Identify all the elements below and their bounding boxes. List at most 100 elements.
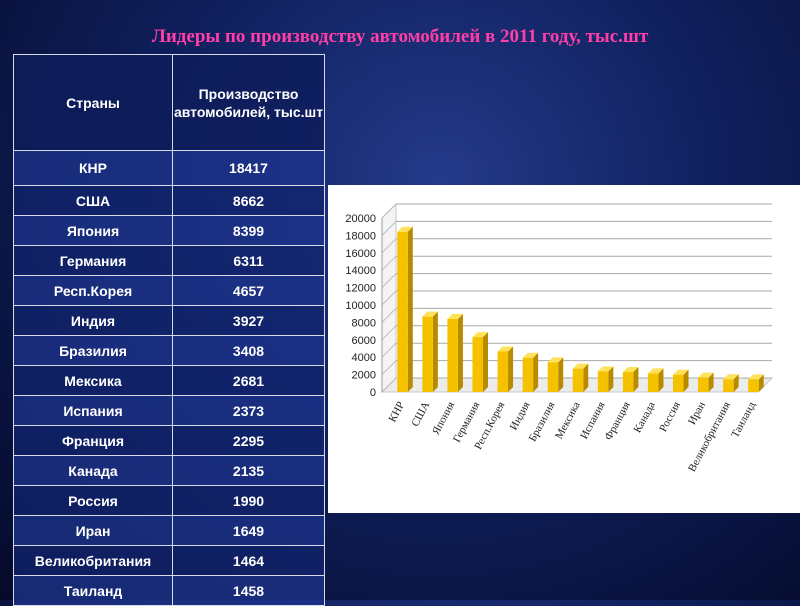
- table-cell-country: США: [13, 185, 173, 216]
- bar-top: [748, 374, 764, 380]
- y-tick-label: 18000: [345, 230, 376, 242]
- table-cell-country: Иран: [13, 515, 173, 546]
- bar-top: [547, 357, 564, 363]
- gridline-diagonal: [381, 377, 397, 393]
- bar: [572, 368, 584, 392]
- bar: [522, 357, 534, 392]
- table-row: Япония 8399: [13, 215, 325, 246]
- bar-top: [447, 313, 463, 319]
- table-row: Германия 6311: [13, 245, 325, 276]
- bar-top: [622, 367, 639, 373]
- bar: [397, 231, 408, 392]
- table-header-production: Производство автомобилей, тыс.шт: [172, 54, 325, 151]
- bar-side: [432, 311, 438, 392]
- table-cell-country: Таиланд: [13, 575, 173, 606]
- y-tick-label: 8000: [352, 317, 376, 329]
- table-cell-country: Индия: [13, 305, 173, 336]
- x-tick-label: Япония: [430, 400, 457, 437]
- table-row: Индия 3927: [13, 305, 325, 336]
- bar-chart-panel: 0 2000 4000 6000 8000 10000 12000 14000 16000 180…: [328, 185, 800, 513]
- table-cell-country: Испания: [13, 395, 173, 426]
- gridline-diagonal: [381, 238, 397, 254]
- table-row: Испания 2373: [13, 395, 325, 426]
- bar-top: [647, 368, 664, 374]
- y-tick-label: 4000: [352, 352, 376, 364]
- table-cell-country: Канада: [13, 455, 173, 486]
- x-tick-label: Россия: [657, 400, 683, 434]
- gridline-diagonal: [381, 273, 397, 288]
- bar: [547, 362, 559, 392]
- bar: [622, 372, 634, 392]
- bar: [447, 318, 458, 392]
- bar: [597, 371, 609, 392]
- table-cell-value: 18417: [172, 150, 325, 186]
- table-cell-value: 1464: [172, 545, 325, 576]
- table-cell-value: 1990: [172, 485, 325, 516]
- table-row: США 8662: [13, 185, 325, 216]
- bar-side: [533, 352, 539, 392]
- table-cell-value: 2373: [172, 395, 325, 426]
- table-header-countries: Страны: [13, 54, 173, 151]
- bar: [673, 374, 684, 392]
- table-cell-country: Бразилия: [13, 335, 173, 366]
- x-tick-label: Таиланд: [729, 399, 758, 439]
- gridline-diagonal: [381, 290, 397, 306]
- y-tick-label: 12000: [345, 283, 376, 295]
- bar-top: [422, 311, 438, 317]
- bar-top: [472, 332, 488, 338]
- y-tick-label: 6000: [352, 335, 376, 347]
- table-cell-country: Россия: [13, 485, 173, 516]
- table-row: Респ.Корея 4657: [13, 275, 325, 306]
- bar-top: [723, 374, 739, 380]
- table-cell-value: 3408: [172, 335, 325, 366]
- page-title: Лидеры по производству автомобилей в 201…: [151, 26, 649, 47]
- bar: [422, 316, 433, 392]
- x-tick-label: Иран: [686, 400, 708, 427]
- bar-side: [457, 313, 463, 392]
- bar-side: [583, 363, 589, 392]
- gridline-diagonal: [381, 308, 397, 323]
- table-cell-country: КНР: [13, 150, 173, 186]
- table-cell-value: 2295: [172, 425, 325, 456]
- bar-top: [497, 346, 514, 352]
- production-table: Страны Производство автомобилей, тыс.шт …: [13, 54, 325, 606]
- table-cell-value: 2681: [172, 365, 325, 396]
- table-row: Мексика 2681: [13, 365, 325, 396]
- x-tick-label: Канада: [632, 400, 658, 435]
- table-row: Бразилия 3408: [13, 335, 325, 366]
- y-tick-label: 0: [370, 387, 376, 399]
- bar-side: [708, 372, 714, 392]
- table-row: Иран 1649: [13, 515, 325, 546]
- table-cell-value: 8399: [172, 215, 325, 246]
- bar: [748, 379, 759, 392]
- table-cell-country: Германия: [13, 245, 173, 276]
- table-row: КНР 18417: [13, 150, 325, 186]
- bar-top: [522, 352, 539, 358]
- bar: [698, 377, 709, 392]
- table-cell-value: 4657: [172, 275, 325, 306]
- y-tick-label: 10000: [345, 300, 376, 312]
- table-cell-country: Франция: [13, 425, 173, 456]
- table-cell-country: Великобритания: [13, 545, 173, 576]
- bar-side: [733, 374, 739, 392]
- table-cell-country: Респ.Корея: [13, 275, 173, 306]
- gridline-diagonal: [381, 360, 397, 375]
- bar-side: [608, 366, 614, 392]
- table-cell-value: 2135: [172, 455, 325, 486]
- table-row: Франция 2295: [13, 425, 325, 456]
- bar-top: [673, 369, 689, 375]
- bar: [472, 337, 483, 392]
- bar: [497, 351, 509, 392]
- x-tick-label: США: [409, 400, 432, 429]
- table-cell-value: 1458: [172, 575, 325, 606]
- bar-top: [597, 366, 614, 372]
- gridline-diagonal: [381, 203, 397, 219]
- table-cell-value: 1649: [172, 515, 325, 546]
- bar-side: [407, 226, 413, 392]
- y-tick-label: 20000: [345, 213, 376, 225]
- bar-side: [508, 346, 514, 392]
- bar-chart: 0 2000 4000 6000 8000 10000 12000 14000 16000 180…: [345, 202, 774, 474]
- bar-side: [558, 357, 564, 392]
- gridline-diagonal: [381, 255, 397, 271]
- bar-side: [683, 369, 689, 392]
